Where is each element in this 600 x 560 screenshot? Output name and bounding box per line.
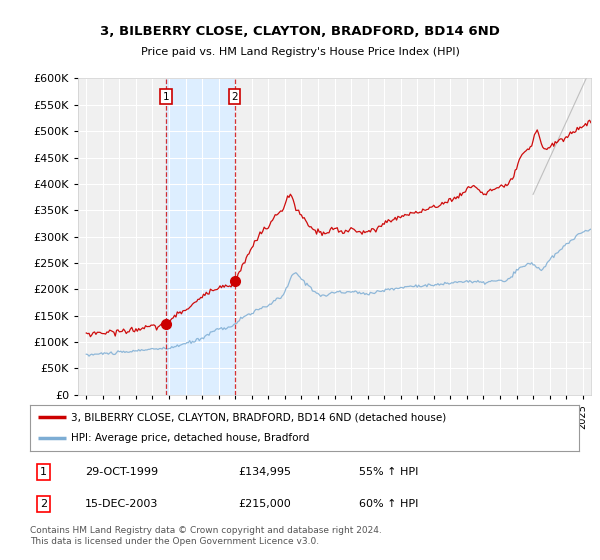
Text: £134,995: £134,995: [239, 467, 292, 477]
Text: Contains HM Land Registry data © Crown copyright and database right 2024.
This d: Contains HM Land Registry data © Crown c…: [30, 526, 382, 546]
Text: 60% ↑ HPI: 60% ↑ HPI: [359, 499, 419, 509]
Text: 3, BILBERRY CLOSE, CLAYTON, BRADFORD, BD14 6ND: 3, BILBERRY CLOSE, CLAYTON, BRADFORD, BD…: [100, 25, 500, 38]
Bar: [166, 78, 235, 395]
Text: 29-OCT-1999: 29-OCT-1999: [85, 467, 158, 477]
Text: Price paid vs. HM Land Registry's House Price Index (HPI): Price paid vs. HM Land Registry's House …: [140, 47, 460, 57]
Text: 3, BILBERRY CLOSE, CLAYTON, BRADFORD, BD14 6ND (detached house): 3, BILBERRY CLOSE, CLAYTON, BRADFORD, BD…: [71, 412, 446, 422]
Text: 55% ↑ HPI: 55% ↑ HPI: [359, 467, 419, 477]
Text: 1: 1: [163, 92, 170, 102]
Text: 15-DEC-2003: 15-DEC-2003: [85, 499, 158, 509]
Text: HPI: Average price, detached house, Bradford: HPI: Average price, detached house, Brad…: [71, 433, 310, 444]
Text: 2: 2: [231, 92, 238, 102]
Text: 2: 2: [40, 499, 47, 509]
Text: £215,000: £215,000: [239, 499, 292, 509]
Text: 1: 1: [40, 467, 47, 477]
